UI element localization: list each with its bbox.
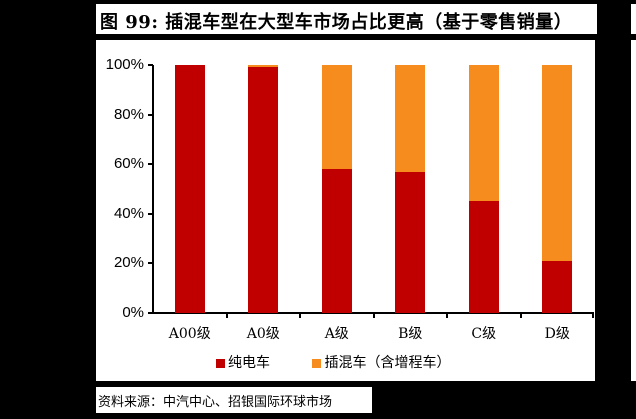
figure-title: 图 99: 插混车型在大型车市场占比更高（基于零售销量） (100, 12, 573, 33)
bar-segment-bev (468, 201, 499, 313)
y-tick (148, 262, 153, 265)
legend-item-bev: 纯电车 (216, 352, 270, 372)
bar-2 (321, 65, 352, 313)
legend-swatch-phev (312, 358, 322, 368)
bar-segment-bev (321, 169, 352, 313)
y-tick (148, 113, 153, 116)
y-tick-label: 20% (113, 254, 144, 272)
x-tick (519, 313, 522, 318)
x-tick-label: C级 (471, 326, 497, 342)
y-tick-label: 100% (105, 56, 144, 73)
x-tick (592, 313, 594, 318)
legend-label: 纯电车 (228, 355, 270, 371)
adjacent-panel-edge (631, 4, 636, 34)
legend-label: 插混车（含增程车） (324, 355, 451, 371)
x-tick-label: A0级 (246, 326, 280, 342)
bar-0 (174, 65, 205, 313)
y-tick-label: 60% (113, 155, 144, 173)
y-tick (148, 212, 153, 215)
adjacent-panel-edge (631, 40, 636, 381)
bar-segment-bev (395, 171, 426, 313)
y-tick (148, 312, 153, 314)
y-tick-label: 80% (113, 105, 144, 123)
y-tick-label: 40% (113, 204, 144, 222)
bar-5 (542, 65, 573, 313)
x-tick-label: A级 (324, 326, 349, 342)
legend-item-phev: 插混车（含增程车） (312, 352, 450, 372)
source-box: 资料来源：中汽中心、招银国际环球市场 (96, 387, 372, 413)
x-tick (225, 313, 228, 318)
bar-segment-phev (248, 65, 279, 67)
y-tick (148, 64, 153, 66)
source-note: 资料来源：中汽中心、招银国际环球市场 (98, 395, 333, 410)
bar-segment-bev (248, 66, 279, 313)
bar-segment-bev (174, 65, 205, 313)
bar-1 (248, 65, 279, 313)
y-tick (148, 163, 153, 166)
y-tick-label: 0% (122, 304, 144, 321)
bar-segment-bev (542, 260, 573, 313)
x-tick-label: A00级 (168, 326, 211, 342)
bar-3 (395, 65, 426, 313)
x-tick-label: B级 (398, 326, 423, 342)
x-tick-label: D级 (544, 326, 570, 342)
x-tick (372, 313, 375, 318)
chart-area: 0% 20% 40% 60% 80% 100% A00级 A0级 A级 B级 C级 D级 纯电车 插… (96, 40, 595, 381)
bar-segment-phev (395, 65, 426, 172)
x-tick (446, 313, 448, 318)
figure-title-box: 图 99: 插混车型在大型车市场占比更高（基于零售销量） (96, 4, 597, 34)
legend-swatch-bev (216, 358, 225, 368)
bar-segment-phev (468, 65, 499, 202)
x-tick (299, 313, 301, 318)
bar-segment-phev (542, 65, 573, 261)
y-axis (152, 65, 154, 313)
legend: 纯电车 插混车（含增程车） (216, 352, 488, 372)
bar-4 (468, 65, 499, 313)
bar-segment-phev (321, 65, 352, 170)
